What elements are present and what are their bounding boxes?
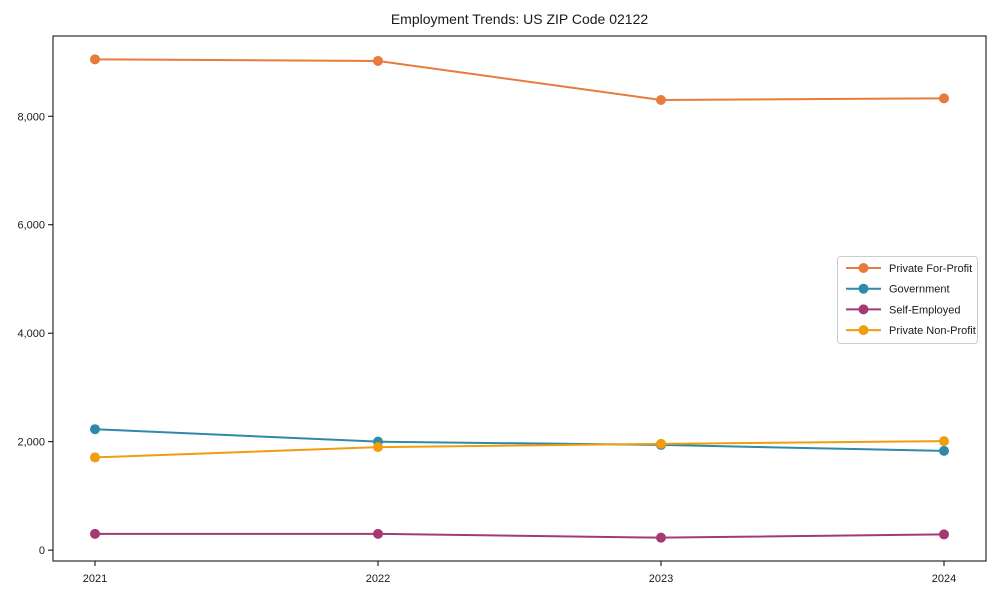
series-line-self-employed <box>95 532 945 539</box>
series-line-private-non-profit <box>94 440 945 459</box>
series-line-private-for-profit <box>94 58 945 101</box>
x-tick-label: 2021 <box>83 573 107 585</box>
legend-label-private-non-profit: Private Non-Profit <box>889 325 976 337</box>
series-line-government <box>94 428 945 452</box>
series-point-government <box>939 445 949 456</box>
series-point-private-for-profit <box>90 54 100 65</box>
series-point-private-non-profit <box>373 442 383 453</box>
series-point-private-non-profit <box>939 436 949 447</box>
y-tick-label: 0 <box>39 545 45 557</box>
legend-marker-government <box>858 283 869 294</box>
y-tick-label: 8,000 <box>17 111 45 123</box>
x-tick-label: 2022 <box>366 573 390 585</box>
plot-border <box>52 35 987 562</box>
x-tick-label: 2023 <box>649 573 673 585</box>
y-tick-label: 4,000 <box>17 328 45 340</box>
legend-box <box>837 256 978 344</box>
legend-label-private-for-profit: Private For-Profit <box>889 263 972 275</box>
legend-label-government: Government <box>889 284 950 296</box>
series-point-self-employed <box>90 528 100 539</box>
y-tick-label: 2,000 <box>17 437 45 449</box>
legend-marker-private-for-profit <box>858 263 869 273</box>
series-point-government <box>90 424 100 435</box>
chart-title: Employment Trends: US ZIP Code 02122 <box>390 11 649 27</box>
legend-marker-private-non-profit <box>858 325 869 336</box>
y-tick-label: 6,000 <box>17 220 45 232</box>
series-point-private-non-profit <box>90 452 100 463</box>
series-point-private-for-profit <box>373 55 383 66</box>
x-tick-label: 2024 <box>932 573 956 585</box>
legend-marker-self-employed <box>858 304 869 315</box>
series-point-self-employed <box>373 528 383 539</box>
series-point-private-for-profit <box>939 93 949 104</box>
series-point-private-for-profit <box>656 94 666 105</box>
series-point-private-non-profit <box>656 438 666 449</box>
series-point-self-employed <box>656 532 666 543</box>
series-point-self-employed <box>939 529 949 540</box>
legend-label-self-employed: Self-Employed <box>889 304 961 316</box>
